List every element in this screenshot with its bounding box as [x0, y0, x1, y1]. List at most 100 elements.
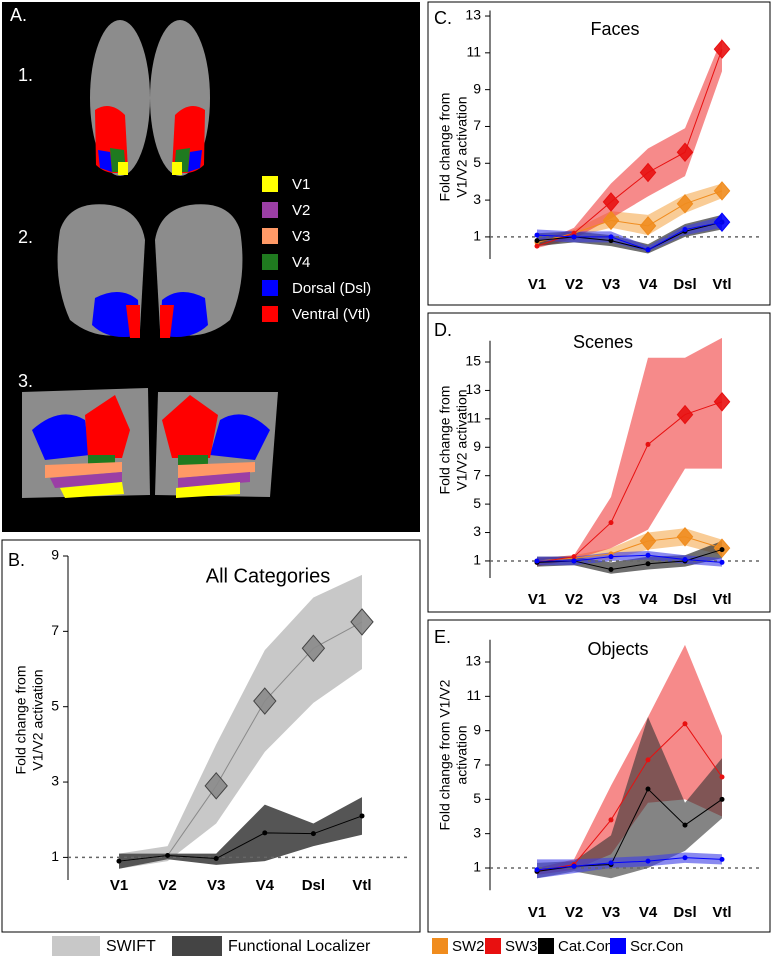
y-tick-label: 1 — [473, 552, 481, 568]
y-axis-label: Fold change from V1/V2 — [437, 679, 453, 830]
point-marker — [719, 774, 725, 780]
diamond-marker — [350, 608, 374, 636]
point-marker — [571, 234, 577, 240]
point-marker — [571, 558, 577, 564]
view-label: 3. — [18, 371, 33, 391]
point-marker — [682, 855, 688, 861]
point-marker — [116, 858, 122, 864]
diamond-marker — [713, 392, 731, 412]
y-tick-label: 9 — [473, 721, 481, 737]
brain-view-2 — [57, 204, 243, 338]
diamond-marker — [676, 527, 694, 547]
diamond-marker — [676, 194, 694, 214]
diamond-marker — [253, 687, 277, 715]
point-marker — [645, 858, 651, 864]
y-axis-label: V1/V2 activation — [30, 669, 46, 770]
legend-swatch — [432, 938, 448, 954]
chart-title: Objects — [587, 639, 648, 659]
chart-panel: C. Faces Fold change from V1/V2 activation 1… — [427, 1, 771, 306]
y-tick-label: 1 — [473, 859, 481, 875]
diamond-marker — [639, 216, 657, 236]
y-tick-label: 3 — [473, 824, 481, 840]
view-label: 2. — [18, 227, 33, 247]
diamond-marker — [639, 531, 657, 551]
series-line — [536, 221, 723, 251]
x-tick-label: V3 — [602, 904, 620, 921]
diamond-marker — [301, 634, 326, 663]
point-marker — [262, 830, 268, 836]
legend-label: V4 — [292, 254, 310, 271]
point-marker — [719, 547, 725, 553]
point-marker — [719, 796, 725, 802]
y-tick-label: 11 — [466, 687, 481, 703]
series-line — [536, 723, 723, 872]
legend-swatch — [262, 254, 278, 270]
point-marker — [608, 238, 614, 244]
view-label: 1. — [18, 65, 33, 85]
point-marker — [645, 441, 651, 447]
diamond-marker — [602, 210, 620, 231]
y-tick-label: 5 — [51, 697, 59, 713]
y-tick-label: 3 — [473, 191, 481, 207]
diamond-marker — [713, 39, 731, 59]
panel-a: A. 1. 2. 3. — [2, 2, 420, 532]
brain-view-1 — [90, 20, 210, 176]
point-marker — [682, 822, 688, 828]
legend-label: SWIFT — [106, 938, 156, 955]
point-marker — [534, 238, 540, 244]
x-tick-label: Vtl — [712, 276, 731, 293]
x-tick-label: V1 — [528, 276, 546, 293]
point-marker — [645, 786, 651, 792]
legend-label: SW3 — [505, 938, 538, 955]
panel-label: A. — [10, 5, 27, 25]
y-tick-label: 7 — [473, 117, 481, 133]
y-tick-label: 9 — [51, 547, 59, 563]
x-tick-label: V3 — [207, 877, 225, 894]
legend-swatch — [262, 176, 278, 192]
diamond-marker — [713, 212, 731, 232]
legend-label: Dorsal (Dsl) — [292, 280, 371, 297]
point-marker — [359, 813, 365, 819]
series-line — [536, 221, 723, 251]
confidence-band — [119, 797, 362, 869]
legend-label: Cat.Con — [558, 938, 613, 955]
y-tick-label: 11 — [466, 410, 481, 426]
legend-label: Ventral (Vtl) — [292, 306, 370, 323]
legend-swatch — [610, 938, 626, 954]
y-tick-label: 5 — [473, 495, 481, 511]
x-tick-label: V1 — [110, 877, 128, 894]
y-tick-label: 7 — [473, 466, 481, 482]
region-legend: V1 V2 V3 V4 Dorsal (Dsl) Ventral (Vtl) — [262, 176, 371, 323]
legend-label: SW2 — [452, 938, 485, 955]
point-marker — [534, 232, 540, 238]
x-tick-label: Vtl — [712, 904, 731, 921]
x-tick-label: V3 — [602, 276, 620, 293]
point-marker — [682, 721, 688, 727]
point-marker — [608, 554, 614, 560]
legend-label: Functional Localizer — [228, 938, 371, 955]
x-tick-label: V4 — [639, 904, 658, 921]
diamond-marker — [602, 192, 620, 212]
brain-view-3 — [22, 388, 278, 498]
confidence-band — [119, 574, 362, 869]
point-marker — [571, 863, 577, 869]
x-tick-label: Vtl — [352, 877, 371, 894]
point-marker — [682, 227, 688, 233]
x-tick-label: V2 — [158, 877, 176, 894]
y-axis-label: V1/V2 activation — [454, 389, 470, 490]
chart-panel: B. All Categories Fold change from V1/V2 ac… — [1, 539, 421, 933]
x-tick-label: V2 — [565, 904, 583, 921]
confidence-band — [537, 644, 722, 875]
series-line — [118, 815, 363, 862]
chart-title: Scenes — [573, 332, 633, 352]
x-tick-label: Dsl — [673, 276, 696, 293]
point-marker — [719, 559, 725, 565]
diamond-marker — [676, 404, 694, 425]
confidence-band — [537, 541, 722, 574]
x-tick-label: V3 — [602, 591, 620, 608]
y-tick-label: 13 — [465, 381, 481, 397]
x-tick-label: V4 — [639, 591, 658, 608]
series-line — [537, 554, 723, 563]
point-marker — [534, 558, 540, 564]
legend-swatch — [485, 938, 501, 954]
